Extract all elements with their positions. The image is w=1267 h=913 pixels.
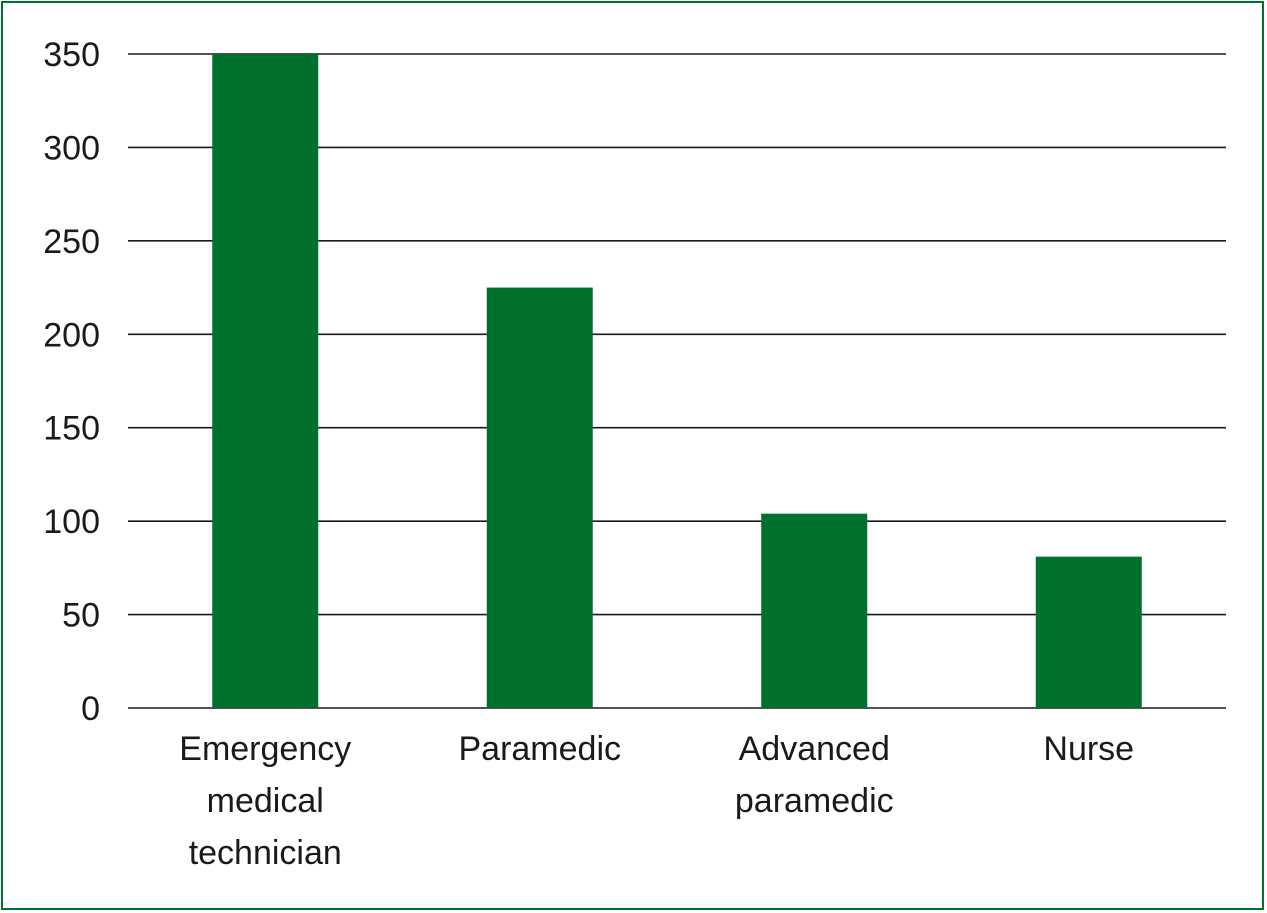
x-category-label: Paramedic <box>458 730 621 768</box>
x-category-label: medical <box>207 782 324 820</box>
y-tick-label: 0 <box>81 690 100 728</box>
x-category-label: Advanced <box>739 730 890 768</box>
y-axis-tick-labels: 0 50 100 150 200 250 300 350 <box>43 36 100 728</box>
y-tick-label: 100 <box>43 503 100 541</box>
bar-3 <box>1035 556 1142 708</box>
x-axis-category-labels: Emergency medical technician Paramedic Advan… <box>179 730 1134 872</box>
y-tick-label: 150 <box>43 410 100 448</box>
y-tick-label: 350 <box>43 36 100 74</box>
y-tick-label: 50 <box>62 597 100 635</box>
bar-0 <box>212 54 319 708</box>
x-category-label: Emergency <box>179 730 351 768</box>
bar-2 <box>761 513 868 708</box>
y-tick-label: 200 <box>43 316 100 354</box>
x-category-label: technician <box>189 834 342 872</box>
x-category-label: Nurse <box>1043 730 1134 768</box>
bars <box>212 54 1142 708</box>
bar-1 <box>486 287 593 708</box>
x-category-label: paramedic <box>735 782 894 820</box>
y-tick-label: 300 <box>43 129 100 167</box>
y-tick-label: 250 <box>43 223 100 261</box>
